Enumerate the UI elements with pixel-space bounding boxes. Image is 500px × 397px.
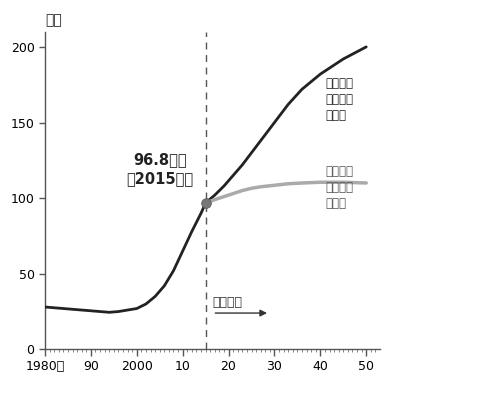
Text: 万人: 万人 xyxy=(45,13,62,27)
Text: 96.8万人
（2015年）: 96.8万人 （2015年） xyxy=(126,152,194,186)
Text: ケース２
（保護率
上昇）: ケース２ （保護率 上昇） xyxy=(325,77,353,122)
Text: （推計）: （推計） xyxy=(212,295,242,308)
Text: ケース１
（保護率
固定）: ケース１ （保護率 固定） xyxy=(325,165,353,210)
